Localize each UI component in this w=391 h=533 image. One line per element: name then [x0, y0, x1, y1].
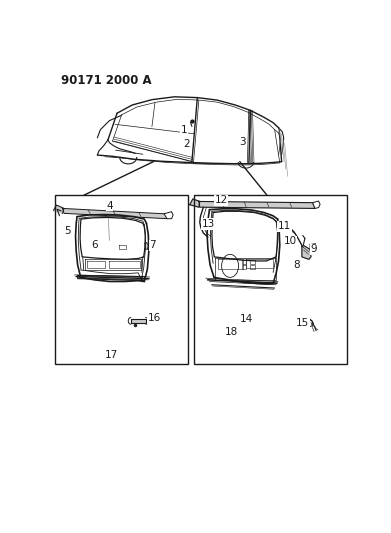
Text: 12: 12: [214, 195, 228, 205]
Bar: [194, 195, 347, 364]
Polygon shape: [302, 245, 311, 260]
Text: 6: 6: [91, 240, 98, 251]
Bar: [242, 260, 246, 264]
Text: 4: 4: [106, 200, 113, 211]
Text: 14: 14: [240, 314, 253, 324]
Text: 3: 3: [240, 137, 246, 147]
Text: 13: 13: [201, 219, 215, 229]
Bar: [242, 265, 246, 269]
Polygon shape: [145, 243, 148, 249]
Text: 8: 8: [293, 260, 300, 270]
Text: 2: 2: [183, 139, 190, 149]
Text: 5: 5: [64, 227, 70, 237]
Text: 16: 16: [148, 313, 161, 324]
Text: 18: 18: [225, 327, 238, 336]
Text: 17: 17: [104, 350, 118, 360]
Text: 1: 1: [180, 125, 187, 135]
Text: 90171 2000 A: 90171 2000 A: [61, 74, 152, 87]
Text: 11: 11: [278, 221, 291, 231]
Polygon shape: [131, 319, 146, 322]
Bar: [55, 195, 188, 364]
Polygon shape: [199, 201, 315, 208]
Text: 9: 9: [311, 245, 317, 254]
Text: 15: 15: [296, 318, 309, 328]
Bar: [250, 265, 255, 269]
Polygon shape: [63, 208, 167, 219]
Bar: [250, 260, 255, 264]
Text: 7: 7: [149, 240, 156, 251]
Polygon shape: [54, 205, 64, 213]
Text: 10: 10: [283, 236, 297, 246]
Polygon shape: [190, 199, 200, 207]
